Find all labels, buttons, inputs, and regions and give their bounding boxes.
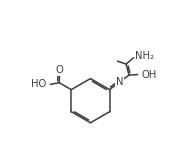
Text: N: N [116, 77, 123, 87]
Text: OH: OH [141, 69, 156, 80]
Text: HO: HO [31, 79, 47, 89]
Text: O: O [56, 65, 64, 75]
Text: NH₂: NH₂ [134, 51, 153, 61]
